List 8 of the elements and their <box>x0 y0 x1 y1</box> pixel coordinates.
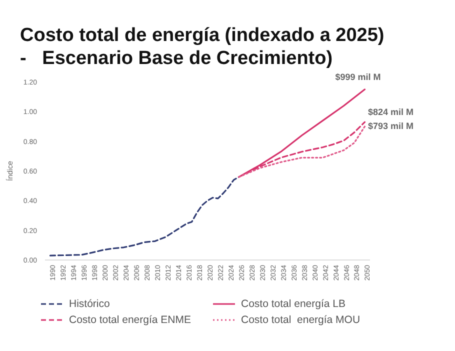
legend-label: Costo total energía LB <box>241 298 346 310</box>
legend-label: Histórico <box>69 298 110 310</box>
legend-label: Costo total energía ENME <box>69 314 191 326</box>
annotation: $824 mil M <box>368 107 414 117</box>
annotation: $793 mil M <box>368 121 414 131</box>
chart-title: Costo total de energía (indexado a 2025) - Escenario Base de Crecimiento) <box>19 24 386 70</box>
legend-label: Costo total energía MOU <box>241 314 360 326</box>
text: $999 mil M <box>335 72 381 82</box>
